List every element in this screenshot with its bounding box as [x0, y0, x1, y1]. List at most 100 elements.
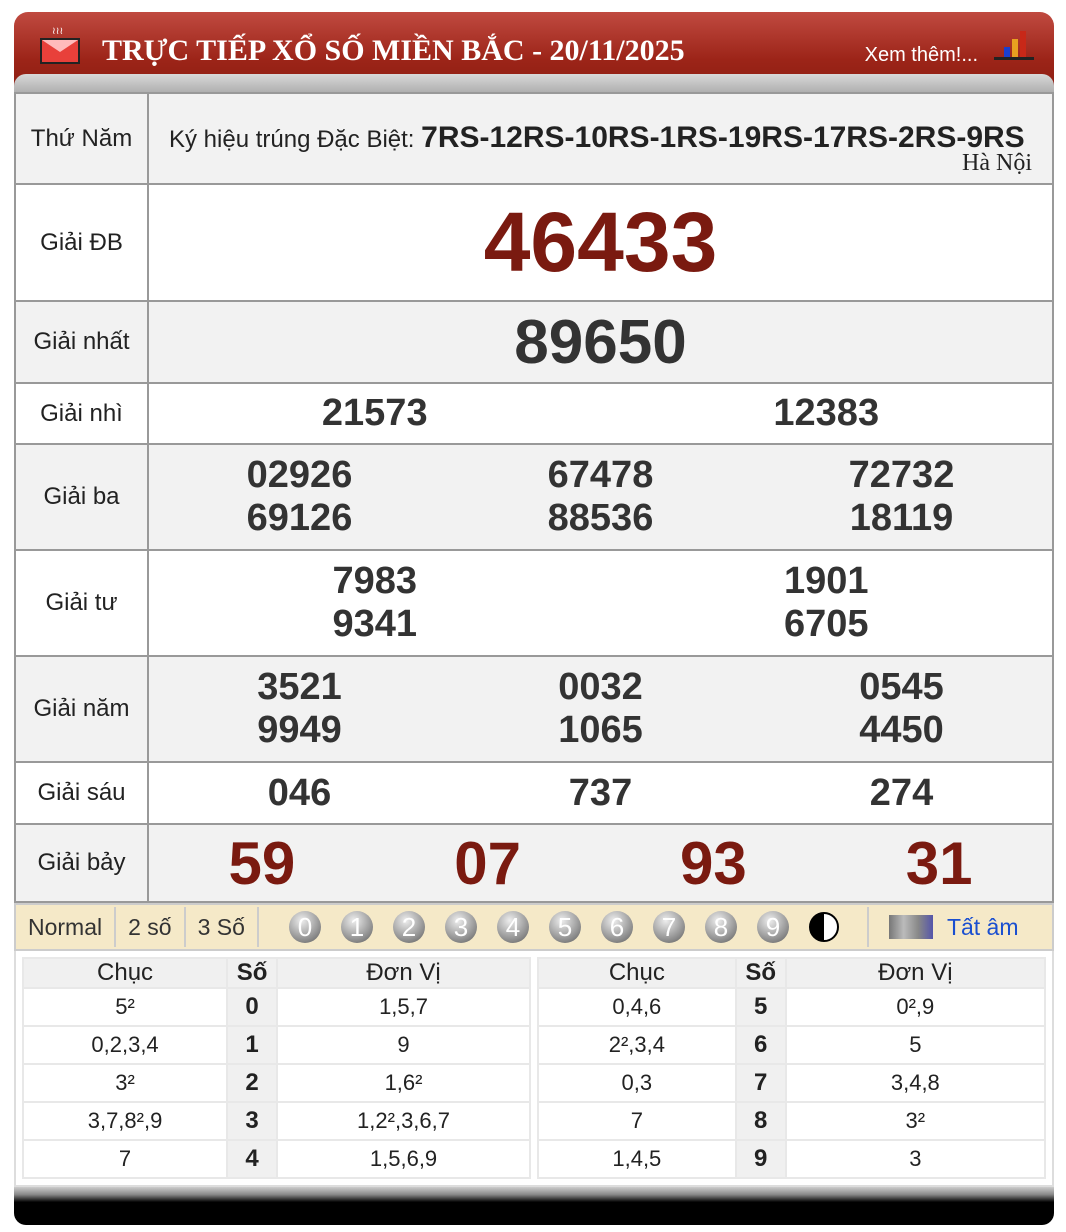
toolbar: Normal 2 số 3 Số 0 1 2 3 4 5 6 7 8 9 Tất âm: [14, 903, 1054, 951]
loto-row: 1,4,5 9 3: [537, 1139, 1047, 1179]
loto-cell: 3,7,8²,9: [21, 1101, 229, 1141]
prize-row: Giải nhất 89650: [14, 300, 1054, 384]
prize-label: Giải nhì: [14, 382, 149, 445]
prize-row: Giải ĐB 46433: [14, 183, 1054, 302]
speaker-image-icon[interactable]: [888, 915, 933, 939]
digit-ball-button[interactable]: 3: [444, 911, 477, 943]
loto-cell: 0²,9: [784, 987, 1047, 1027]
prize-label: Giải ĐB: [14, 183, 149, 302]
prize-number: 9341: [332, 603, 418, 645]
loto-cell: 1,5,6,9: [276, 1139, 531, 1179]
prize-number: 88536: [547, 497, 654, 539]
digit-ball-button[interactable]: 8: [704, 911, 737, 943]
place: Hà Nội: [962, 150, 1032, 176]
prize-number: 12383: [773, 392, 880, 434]
digit-ball-button[interactable]: 2: [392, 911, 425, 943]
loto-cell: 9: [276, 1025, 531, 1065]
loto-tables: Chục Số Đơn Vị 5² 0 1,5,7 0,2,3,4 1 9 3² 2 1,6² 3,7,…: [14, 951, 1054, 1187]
prize-number: 4450: [859, 709, 944, 751]
prize-row: Giải bảy 59 07 93 31: [14, 823, 1054, 903]
loto-cell: 1,5,7: [276, 987, 531, 1027]
loto-cell: 2²,3,4: [537, 1025, 737, 1065]
prize-number: 67478: [547, 454, 654, 496]
prize-number: 21573: [321, 392, 428, 434]
loto-cell: 6: [734, 1025, 787, 1065]
prize-number: 1901: [783, 560, 869, 602]
yin-yang-icon[interactable]: [808, 912, 839, 942]
prize-label: Giải sáu: [14, 761, 149, 825]
mute-all-link[interactable]: Tất âm: [946, 913, 1019, 940]
loto-cell: 5: [734, 987, 787, 1027]
loto-header: Số: [226, 957, 279, 989]
loto-cell: 3²: [21, 1063, 229, 1103]
bar-chart-icon[interactable]: [994, 31, 1034, 60]
loto-cell: 5²: [21, 987, 229, 1027]
prize-row: Giải nhì 21573 12383: [14, 382, 1054, 445]
loto-row: 2²,3,4 6 5: [537, 1025, 1047, 1065]
loto-cell: 0,3: [537, 1063, 737, 1103]
loto-header: Chục: [537, 957, 737, 989]
mode-tab[interactable]: Normal: [16, 907, 117, 947]
prize-number: 31: [905, 829, 973, 897]
digit-ball-button[interactable]: 6: [600, 911, 633, 943]
prize-label: Giải năm: [14, 655, 149, 763]
digit-ball-button[interactable]: 7: [652, 911, 685, 943]
loto-cell: 4: [226, 1139, 279, 1179]
mail-icon: [40, 38, 80, 64]
loto-cell: 3: [784, 1139, 1047, 1179]
lottery-widget: ≀≀≀ TRỰC TIẾP XỔ SỐ MIỀN BẮC - 20/11/202…: [14, 12, 1054, 1225]
loto-header-row: Chục Số Đơn Vị: [21, 957, 531, 989]
loto-cell: 3: [226, 1101, 279, 1141]
prize-label: Giải tư: [14, 549, 149, 657]
prize-number: 02926: [246, 454, 353, 496]
loto-row: 0,2,3,4 1 9: [21, 1025, 531, 1065]
mode-tab[interactable]: 3 Số: [186, 907, 259, 947]
prize-number: 7983: [332, 560, 418, 602]
more-link[interactable]: Xem thêm!...: [864, 44, 978, 66]
loto-row: 7 8 3²: [537, 1101, 1047, 1141]
prize-number: 0545: [859, 666, 944, 708]
results-table: Thứ Năm Ký hiệu trúng Đặc Biệt: 7RS-12RS…: [14, 92, 1054, 903]
prize-row: Giải năm 3521 0032 0545 9949 1065 4450: [14, 655, 1054, 763]
digit-ball-button[interactable]: 5: [548, 911, 581, 943]
prize-number: 89650: [514, 307, 687, 377]
digit-ball-button[interactable]: 1: [340, 911, 373, 943]
loto-cell: 1,6²: [276, 1063, 531, 1103]
loto-row: 0,3 7 3,4,8: [537, 1063, 1047, 1103]
footer: [14, 1187, 1054, 1225]
loto-header: Đơn Vị: [276, 957, 531, 989]
mode-tab[interactable]: 2 số: [116, 907, 186, 947]
loto-header: Số: [734, 957, 787, 989]
loto-cell: 3²: [784, 1101, 1047, 1141]
loto-header: Đơn Vị: [784, 957, 1047, 989]
symbol-value: 7RS-12RS-10RS-1RS-19RS-17RS-2RS-9RS: [421, 120, 1025, 154]
loto-header-row: Chục Số Đơn Vị: [537, 957, 1047, 989]
loto-cell: 9: [734, 1139, 787, 1179]
loto-cell: 0,4,6: [537, 987, 737, 1027]
loto-cell: 7: [537, 1101, 737, 1141]
header-title: TRỰC TIẾP XỔ SỐ MIỀN BẮC - 20/11/2025: [102, 34, 685, 67]
loto-cell: 1,2²,3,6,7: [276, 1101, 531, 1141]
loto-row: 3,7,8²,9 3 1,2²,3,6,7: [21, 1101, 531, 1141]
loto-cell: 0: [226, 987, 279, 1027]
loto-cell: 1,4,5: [537, 1139, 737, 1179]
prize-label: Giải ba: [14, 443, 149, 551]
digit-ball-button[interactable]: 0: [288, 911, 321, 943]
prize-number: 18119: [849, 497, 954, 539]
header: ≀≀≀ TRỰC TIẾP XỔ SỐ MIỀN BẮC - 20/11/202…: [14, 12, 1054, 92]
loto-header: Chục: [21, 957, 229, 989]
steam-icon: ≀≀≀: [52, 26, 64, 37]
digit-ball-button[interactable]: 4: [496, 911, 529, 943]
digit-ball-button[interactable]: 9: [756, 911, 789, 943]
prize-number: 0032: [558, 666, 643, 708]
loto-cell: 7: [734, 1063, 787, 1103]
loto-row: 5² 0 1,5,7: [21, 987, 531, 1027]
prize-number: 737: [568, 771, 633, 814]
prize-number: 72732: [848, 454, 955, 496]
special-symbol: Ký hiệu trúng Đặc Biệt: 7RS-12RS-10RS-1R…: [147, 92, 1054, 185]
loto-cell: 0,2,3,4: [21, 1025, 229, 1065]
loto-row: 3² 2 1,6²: [21, 1063, 531, 1103]
loto-row: 7 4 1,5,6,9: [21, 1139, 531, 1179]
loto-row: 0,4,6 5 0²,9: [537, 987, 1047, 1027]
prize-label: Giải nhất: [14, 300, 149, 384]
